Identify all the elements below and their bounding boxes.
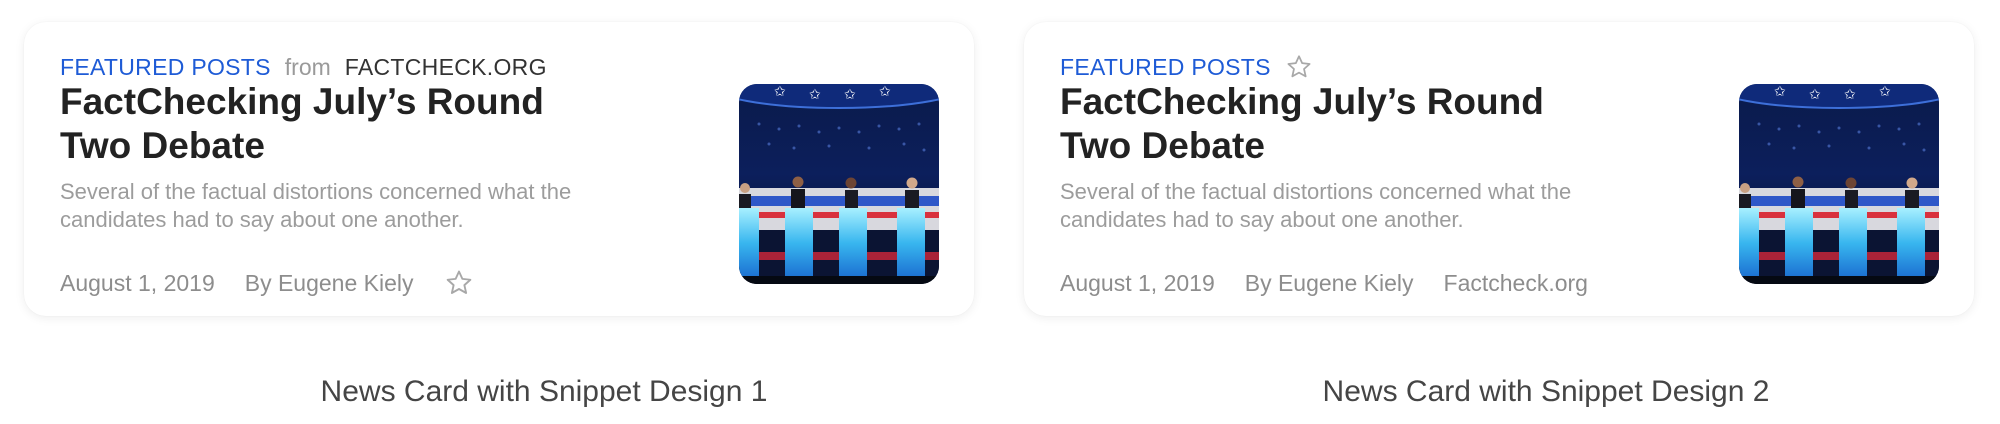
svg-text:✩: ✩: [1809, 87, 1821, 103]
svg-text:✩: ✩: [774, 84, 786, 100]
from-label: from: [284, 54, 331, 80]
design-1-caption: News Card with Snippet Design 1: [320, 375, 768, 408]
card-meta-bottom: August 1, 2019 By Eugene Kiely Factcheck…: [1060, 268, 1588, 298]
debate-stage-thumbnail[interactable]: ✩ ✩ ✩ ✩: [739, 84, 939, 284]
star-icon[interactable]: [1285, 53, 1313, 81]
snippet: Several of the factual distortions conce…: [1060, 179, 1572, 232]
source-link[interactable]: Factcheck.org: [1443, 270, 1588, 296]
snippet: Several of the factual distortions conce…: [60, 179, 572, 232]
source-link[interactable]: FACTCHECK.ORG: [344, 54, 547, 80]
svg-text:✩: ✩: [844, 87, 856, 103]
svg-text:✩: ✩: [879, 84, 891, 100]
news-card-design-2[interactable]: FEATURED POSTS FactChecking July’s Round…: [1024, 22, 1974, 316]
svg-text:✩: ✩: [1774, 84, 1786, 100]
headline[interactable]: FactChecking July’s Round Two Debate: [60, 81, 544, 166]
category-link[interactable]: FEATURED POSTS: [60, 54, 271, 80]
svg-text:✩: ✩: [1844, 87, 1856, 103]
card-meta-top: FEATURED POSTS: [1060, 52, 1313, 82]
author-byline[interactable]: By Eugene Kiely: [1244, 270, 1414, 296]
card-meta-bottom: August 1, 2019 By Eugene Kiely: [60, 268, 474, 298]
star-icon[interactable]: [444, 268, 474, 298]
card-meta-top: FEATURED POSTS from FACTCHECK.ORG: [60, 52, 547, 82]
svg-text:✩: ✩: [1879, 84, 1891, 100]
category-link[interactable]: FEATURED POSTS: [1060, 54, 1271, 80]
author-byline[interactable]: By Eugene Kiely: [244, 270, 414, 296]
publish-date: August 1, 2019: [1060, 270, 1215, 296]
news-card-design-1[interactable]: FEATURED POSTS from FACTCHECK.ORG FactCh…: [24, 22, 974, 316]
publish-date: August 1, 2019: [60, 270, 215, 296]
design-2-caption: News Card with Snippet Design 2: [1322, 375, 1770, 408]
debate-stage-thumbnail[interactable]: ✩ ✩ ✩ ✩: [1739, 84, 1939, 284]
svg-text:✩: ✩: [809, 87, 821, 103]
headline[interactable]: FactChecking July’s Round Two Debate: [1060, 81, 1544, 166]
